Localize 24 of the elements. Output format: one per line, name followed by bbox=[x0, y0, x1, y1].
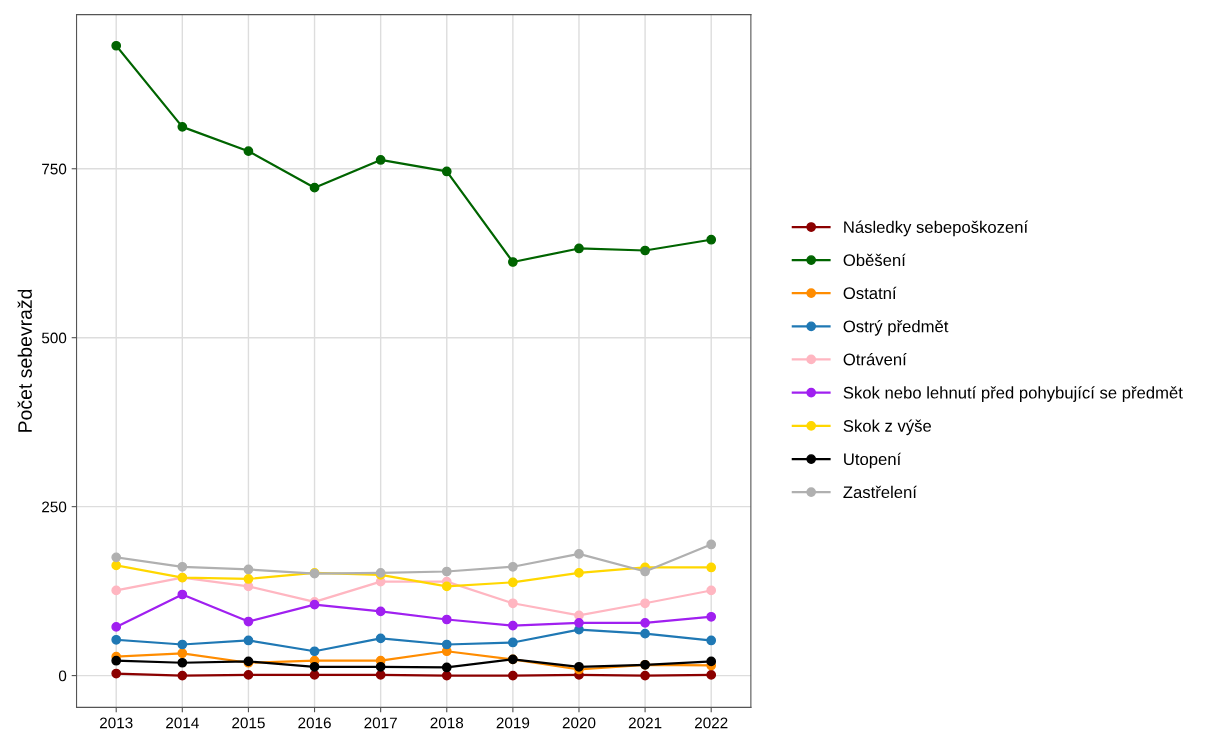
y-axis-title: Počet sebevražd bbox=[17, 289, 32, 432]
y-tick-label: 750 bbox=[42, 163, 67, 175]
x-tick-label: 2013 bbox=[99, 717, 133, 729]
x-tick-label: 2020 bbox=[562, 717, 596, 729]
x-tick-label: 2021 bbox=[628, 717, 662, 729]
legend-label: Skok z výše bbox=[843, 419, 932, 436]
legend-label: Ostatní bbox=[843, 286, 897, 300]
y-tick-label: 0 bbox=[58, 670, 67, 682]
legend-label: Zastřelení bbox=[843, 485, 917, 499]
legend-label: Ostrý předmět bbox=[843, 319, 949, 336]
x-tick-label: 2018 bbox=[430, 717, 464, 729]
x-tick-label: 2022 bbox=[694, 717, 728, 729]
x-tick-label: 2014 bbox=[166, 717, 199, 729]
x-tick-label: 2016 bbox=[298, 717, 331, 729]
legend-label: Utopení bbox=[844, 452, 902, 469]
legend-label: Skok nebo lehnutí před pohybující se předmět bbox=[843, 386, 1183, 402]
legend-label: Oběšení bbox=[843, 253, 906, 267]
x-tick-label: 2017 bbox=[364, 717, 397, 729]
y-tick-label: 500 bbox=[41, 332, 67, 344]
legend-label: Následky sebepoškození bbox=[844, 220, 1029, 237]
legend-label: Otrávení bbox=[843, 352, 907, 366]
x-tick-label: 2015 bbox=[232, 717, 265, 729]
x-tick-label: 2019 bbox=[496, 717, 530, 729]
y-tick-label: 250 bbox=[42, 501, 67, 513]
